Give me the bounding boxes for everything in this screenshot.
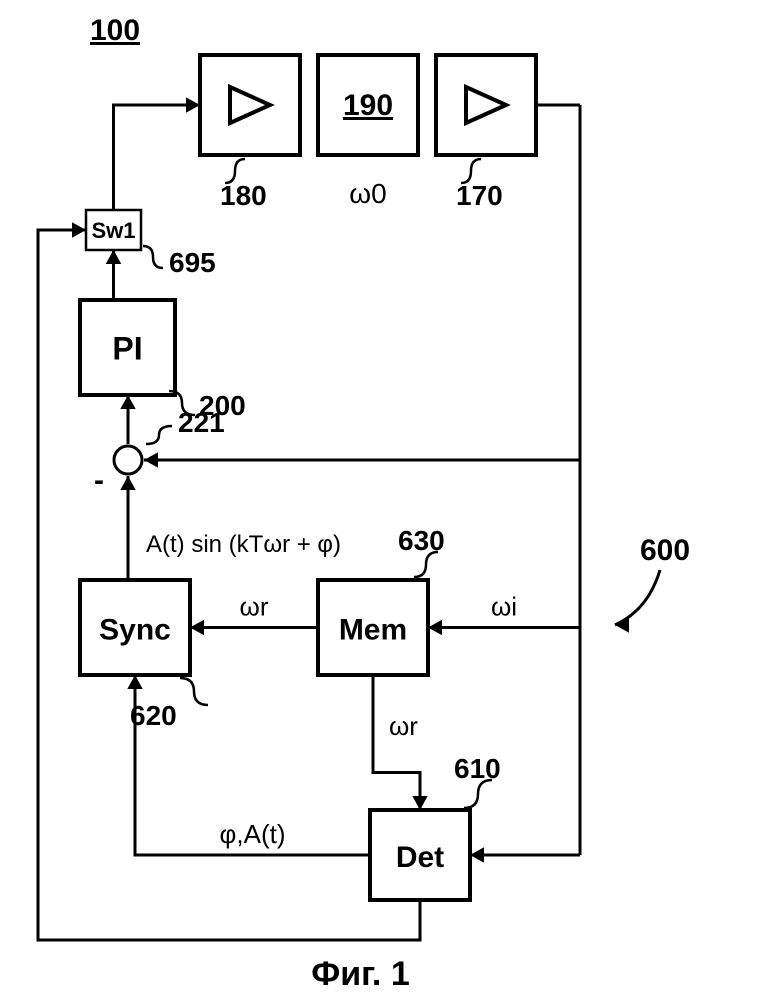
svg-text:Sw1: Sw1 xyxy=(91,218,135,243)
svg-text:180: 180 xyxy=(220,180,267,211)
svg-text:190: 190 xyxy=(343,89,393,122)
svg-text:-: - xyxy=(94,464,104,497)
svg-text:100: 100 xyxy=(90,14,140,47)
svg-text:ωi: ωi xyxy=(491,592,517,622)
svg-text:A(t) sin (kTωr + φ): A(t) sin (kTωr + φ) xyxy=(146,531,341,558)
svg-text:ω0: ω0 xyxy=(349,178,386,209)
svg-text:610: 610 xyxy=(454,753,501,784)
svg-text:Mem: Mem xyxy=(339,614,407,647)
svg-text:630: 630 xyxy=(398,525,445,556)
svg-text:221: 221 xyxy=(178,407,225,438)
svg-text:Sync: Sync xyxy=(99,614,171,647)
svg-text:Фиг. 1: Фиг. 1 xyxy=(311,955,409,993)
svg-text:ωr: ωr xyxy=(240,592,269,622)
svg-text:620: 620 xyxy=(130,700,177,731)
svg-text:170: 170 xyxy=(456,180,503,211)
svg-text:φ,A(t): φ,A(t) xyxy=(220,819,286,849)
svg-text:600: 600 xyxy=(640,534,690,567)
svg-text:PI: PI xyxy=(112,331,142,367)
svg-text:695: 695 xyxy=(169,247,216,278)
svg-text:ωr: ωr xyxy=(389,711,418,741)
svg-text:Det: Det xyxy=(396,841,444,874)
